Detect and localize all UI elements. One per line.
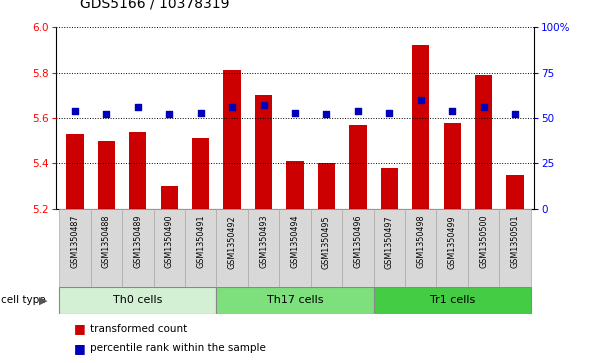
Bar	[318, 163, 335, 209]
Text: GSM1350498: GSM1350498	[417, 215, 425, 269]
Text: GSM1350489: GSM1350489	[133, 215, 142, 269]
Text: GSM1350496: GSM1350496	[353, 215, 362, 269]
Point	[510, 111, 520, 117]
Bar	[412, 45, 430, 209]
Point	[101, 111, 111, 117]
Text: GSM1350495: GSM1350495	[322, 215, 331, 269]
Bar	[224, 70, 241, 209]
Bar	[160, 186, 178, 209]
Text: GSM1350494: GSM1350494	[290, 215, 300, 269]
Text: GSM1350488: GSM1350488	[102, 215, 111, 268]
Bar	[192, 138, 209, 209]
Bar	[475, 75, 492, 209]
Text: GDS5166 / 10378319: GDS5166 / 10378319	[80, 0, 229, 11]
Bar	[217, 209, 248, 287]
Text: Th17 cells: Th17 cells	[267, 295, 323, 305]
Text: Tr1 cells: Tr1 cells	[430, 295, 475, 305]
Bar	[59, 209, 91, 287]
Bar	[217, 287, 373, 314]
Text: GSM1350493: GSM1350493	[259, 215, 268, 269]
Point	[227, 104, 237, 110]
Bar	[185, 209, 217, 287]
Text: GSM1350491: GSM1350491	[196, 215, 205, 269]
Text: transformed count: transformed count	[90, 323, 188, 334]
Point	[322, 111, 331, 117]
Point	[479, 104, 489, 110]
Point	[385, 110, 394, 115]
Bar	[373, 209, 405, 287]
Text: GSM1350499: GSM1350499	[448, 215, 457, 269]
Text: GSM1350497: GSM1350497	[385, 215, 394, 269]
Bar	[499, 209, 531, 287]
Bar	[506, 175, 524, 209]
Bar	[381, 168, 398, 209]
Point	[290, 110, 300, 115]
Bar	[437, 209, 468, 287]
Bar	[342, 209, 373, 287]
Bar	[349, 125, 366, 209]
Text: GSM1350492: GSM1350492	[228, 215, 237, 269]
Text: ■: ■	[74, 342, 86, 355]
Bar	[98, 140, 115, 209]
Bar	[248, 209, 279, 287]
Bar	[129, 131, 146, 209]
Point	[70, 108, 80, 114]
Bar	[405, 209, 437, 287]
Text: ▶: ▶	[39, 295, 47, 305]
Point	[447, 108, 457, 114]
Bar	[311, 209, 342, 287]
Text: GSM1350490: GSM1350490	[165, 215, 173, 269]
Bar	[66, 134, 84, 209]
Point	[133, 104, 143, 110]
Bar	[373, 287, 531, 314]
Text: cell type: cell type	[1, 295, 45, 305]
Bar	[444, 122, 461, 209]
Bar	[153, 209, 185, 287]
Point	[196, 110, 205, 115]
Text: percentile rank within the sample: percentile rank within the sample	[90, 343, 266, 354]
Text: GSM1350500: GSM1350500	[479, 215, 488, 269]
Point	[259, 102, 268, 108]
Point	[416, 97, 425, 103]
Text: GSM1350487: GSM1350487	[70, 215, 80, 269]
Bar	[255, 95, 272, 209]
Bar	[279, 209, 311, 287]
Bar	[468, 209, 499, 287]
Bar	[122, 209, 153, 287]
Point	[165, 111, 174, 117]
Text: ■: ■	[74, 322, 86, 335]
Bar	[91, 209, 122, 287]
Bar	[59, 287, 217, 314]
Point	[353, 108, 363, 114]
Bar	[286, 161, 304, 209]
Text: Th0 cells: Th0 cells	[113, 295, 162, 305]
Text: GSM1350501: GSM1350501	[510, 215, 520, 269]
